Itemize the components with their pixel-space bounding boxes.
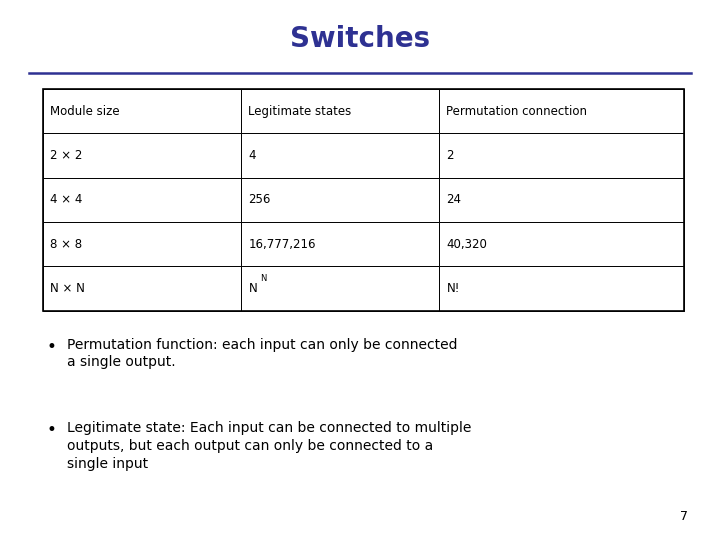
Text: 4: 4: [248, 149, 256, 162]
Bar: [241, 266, 439, 310]
Bar: [439, 266, 684, 310]
Text: Module size: Module size: [50, 105, 120, 118]
Bar: [241, 89, 439, 133]
Text: N!: N!: [446, 282, 460, 295]
Bar: [43, 266, 241, 310]
Text: Legitimate states: Legitimate states: [248, 105, 351, 118]
Text: 40,320: 40,320: [446, 238, 487, 251]
Bar: [43, 89, 684, 310]
Text: 8 × 8: 8 × 8: [50, 238, 83, 251]
Text: 4 × 4: 4 × 4: [50, 193, 83, 206]
Bar: [439, 89, 684, 133]
Text: 256: 256: [248, 193, 271, 206]
Text: N: N: [248, 282, 257, 295]
Bar: [439, 222, 684, 266]
Text: 16,777,216: 16,777,216: [248, 238, 316, 251]
Text: Permutation connection: Permutation connection: [446, 105, 588, 118]
Text: 2 × 2: 2 × 2: [50, 149, 83, 162]
Text: N × N: N × N: [50, 282, 85, 295]
Text: 7: 7: [680, 510, 688, 523]
Text: Switches: Switches: [290, 25, 430, 53]
Text: •: •: [47, 421, 57, 439]
Text: •: •: [47, 338, 57, 355]
Bar: [439, 133, 684, 178]
Bar: [241, 133, 439, 178]
Text: N: N: [260, 274, 266, 283]
Bar: [43, 178, 241, 222]
Bar: [43, 133, 241, 178]
Bar: [43, 89, 241, 133]
Bar: [43, 222, 241, 266]
Bar: [439, 178, 684, 222]
Text: Permutation function: each input can only be connected
a single output.: Permutation function: each input can onl…: [67, 338, 457, 369]
Text: 2: 2: [446, 149, 454, 162]
Text: 24: 24: [446, 193, 462, 206]
Bar: [241, 178, 439, 222]
Bar: [241, 222, 439, 266]
Text: Legitimate state: Each input can be connected to multiple
outputs, but each outp: Legitimate state: Each input can be conn…: [67, 421, 472, 471]
